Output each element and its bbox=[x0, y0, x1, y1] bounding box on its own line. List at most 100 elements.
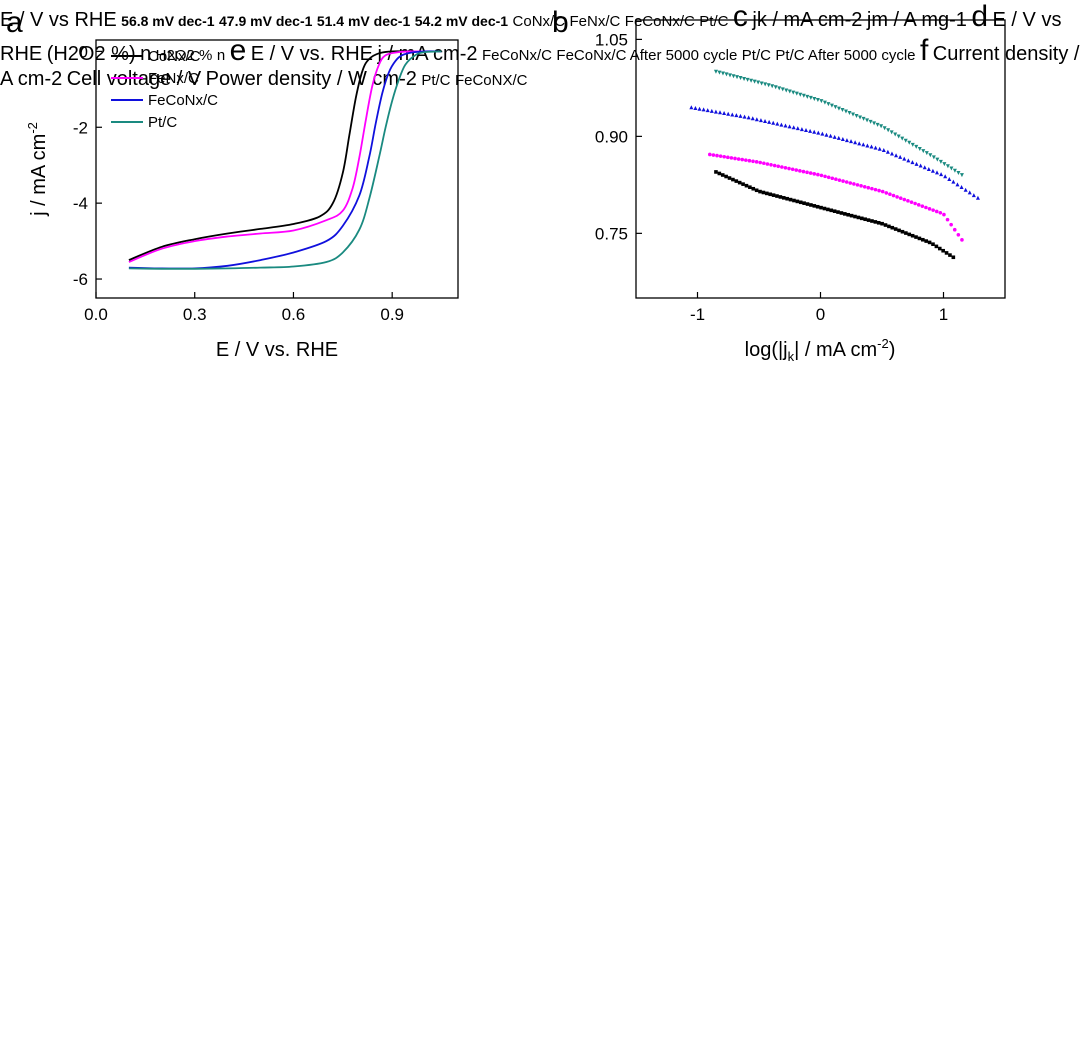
data-point-b-1 bbox=[859, 184, 863, 188]
legend-b: CoNx/C FeNx/C FeCoNx/C Pt/C bbox=[513, 13, 733, 30]
panel-f: f 01230.00.30.60.90.00.30.60.9 Current d… bbox=[0, 34, 1079, 90]
data-point-b-2 bbox=[709, 108, 714, 113]
legend-line-d-1: n bbox=[217, 47, 230, 64]
data-point-b-3 bbox=[749, 78, 754, 83]
data-point-b-1 bbox=[765, 162, 770, 166]
data-point-b-2 bbox=[799, 127, 804, 132]
legend-label-f-0: Pt/C bbox=[421, 72, 451, 89]
data-point-b-3 bbox=[875, 122, 880, 127]
data-point-b-3 bbox=[900, 136, 905, 141]
data-point-b-2 bbox=[959, 185, 964, 190]
data-point-b-0 bbox=[812, 204, 817, 208]
legend-label-f-1: FeCoNX/C bbox=[454, 72, 528, 89]
data-point-b-0 bbox=[771, 193, 776, 197]
data-point-b-1 bbox=[819, 173, 824, 178]
a-x-tick-label: 0.0 bbox=[84, 305, 108, 324]
data-point-b-2 bbox=[767, 119, 772, 124]
data-point-b-2 bbox=[922, 165, 927, 170]
data-point-b-0 bbox=[887, 224, 891, 229]
legend-marker-d-1: n bbox=[217, 47, 230, 64]
b-x-tick-label: 1 bbox=[939, 305, 948, 324]
legend-a: CoNx/C FeNx/C FeCoNx/C Pt/C bbox=[111, 48, 218, 131]
legend-marker-b-1: FeNx/C FeCoNx/C Pt/C bbox=[570, 13, 733, 30]
annotation-b-0: 56.8 mV dec-1 bbox=[121, 13, 215, 29]
a-y-tick-label: 0 bbox=[79, 42, 88, 61]
data-point-b-3 bbox=[935, 157, 940, 162]
legend-f: Pt/C FeCoNX/C bbox=[421, 72, 527, 89]
a-y-tick-label: -4 bbox=[73, 194, 88, 213]
data-point-b-3 bbox=[763, 82, 768, 87]
legend-label-d-1: n bbox=[216, 47, 226, 64]
data-point-b-0 bbox=[754, 188, 759, 193]
data-point-b-2 bbox=[783, 123, 788, 128]
data-point-b-2 bbox=[832, 134, 837, 139]
data-point-b-2 bbox=[910, 160, 915, 165]
data-point-b-1 bbox=[891, 193, 896, 198]
a-y-tick-label: -6 bbox=[73, 270, 88, 289]
legend-marker-b-2: FeCoNx/C Pt/C bbox=[625, 13, 733, 30]
data-point-b-3 bbox=[843, 109, 848, 114]
legend-label-e-2: Pt/C bbox=[741, 47, 771, 64]
data-point-b-3 bbox=[784, 88, 789, 93]
data-point-b-1 bbox=[783, 165, 788, 170]
data-point-b-1 bbox=[870, 186, 874, 191]
data-point-b-0 bbox=[819, 205, 823, 210]
data-point-b-3 bbox=[713, 69, 718, 74]
data-point-b-1 bbox=[873, 187, 878, 192]
data-point-b-2 bbox=[795, 126, 800, 131]
data-point-b-2 bbox=[836, 135, 841, 140]
data-point-b-1 bbox=[740, 157, 745, 162]
b-x-tick-label: 0 bbox=[816, 305, 825, 324]
data-point-b-1 bbox=[816, 172, 820, 177]
data-point-b-2 bbox=[730, 112, 735, 117]
data-point-b-1 bbox=[855, 183, 860, 187]
data-point-b-2 bbox=[869, 144, 874, 149]
data-point-b-2 bbox=[718, 110, 723, 115]
data-point-b-3 bbox=[959, 173, 964, 178]
data-point-b-3 bbox=[868, 119, 873, 124]
data-point-b-2 bbox=[754, 117, 759, 122]
data-point-b-3 bbox=[836, 106, 841, 111]
data-point-b-0 bbox=[727, 176, 732, 180]
data-point-b-2 bbox=[701, 107, 706, 112]
legend-label-b-2: FeCoNx/C bbox=[624, 13, 695, 30]
data-point-b-1 bbox=[754, 160, 759, 164]
data-point-b-3 bbox=[791, 90, 796, 95]
data-point-b-0 bbox=[900, 229, 905, 234]
data-point-b-0 bbox=[941, 248, 945, 253]
data-point-b-3 bbox=[720, 71, 725, 76]
data-point-b-0 bbox=[931, 242, 935, 246]
data-point-b-3 bbox=[805, 94, 810, 99]
data-point-b-3 bbox=[780, 87, 785, 92]
data-point-b-2 bbox=[771, 120, 776, 125]
data-point-b-2 bbox=[824, 132, 829, 137]
data-point-b-1 bbox=[762, 161, 766, 166]
data-point-b-2 bbox=[693, 105, 698, 110]
data-point-b-1 bbox=[884, 191, 889, 195]
data-point-b-3 bbox=[731, 74, 736, 79]
data-point-b-3 bbox=[931, 155, 936, 160]
data-point-b-1 bbox=[772, 163, 777, 168]
data-point-b-3 bbox=[879, 124, 884, 129]
data-point-b-0 bbox=[843, 212, 847, 216]
legend-label-a-1: FeNx/C bbox=[148, 70, 199, 87]
data-point-b-0 bbox=[866, 218, 871, 222]
data-point-b-2 bbox=[722, 111, 727, 116]
data-point-b-1 bbox=[808, 171, 813, 175]
data-point-b-0 bbox=[856, 215, 861, 220]
data-point-b-3 bbox=[766, 83, 771, 88]
b-y-tick-label: 0.75 bbox=[595, 224, 628, 243]
data-point-b-1 bbox=[902, 197, 907, 202]
panel-e: e 0.00.30.60.91.20-2-4-6 E / V vs. RHE j… bbox=[230, 34, 920, 67]
panel-label-a: a bbox=[6, 6, 23, 39]
series-line-a-1 bbox=[128, 50, 442, 263]
data-point-b-0 bbox=[927, 240, 932, 245]
data-point-b-1 bbox=[729, 156, 734, 160]
data-point-b-0 bbox=[839, 211, 844, 215]
data-point-b-0 bbox=[788, 197, 793, 202]
legend-label-b-0: CoNx/C bbox=[512, 13, 566, 30]
data-point-b-0 bbox=[853, 214, 857, 219]
legend-label-a-2: FeCoNx/C bbox=[148, 92, 218, 109]
data-point-b-2 bbox=[849, 139, 854, 144]
